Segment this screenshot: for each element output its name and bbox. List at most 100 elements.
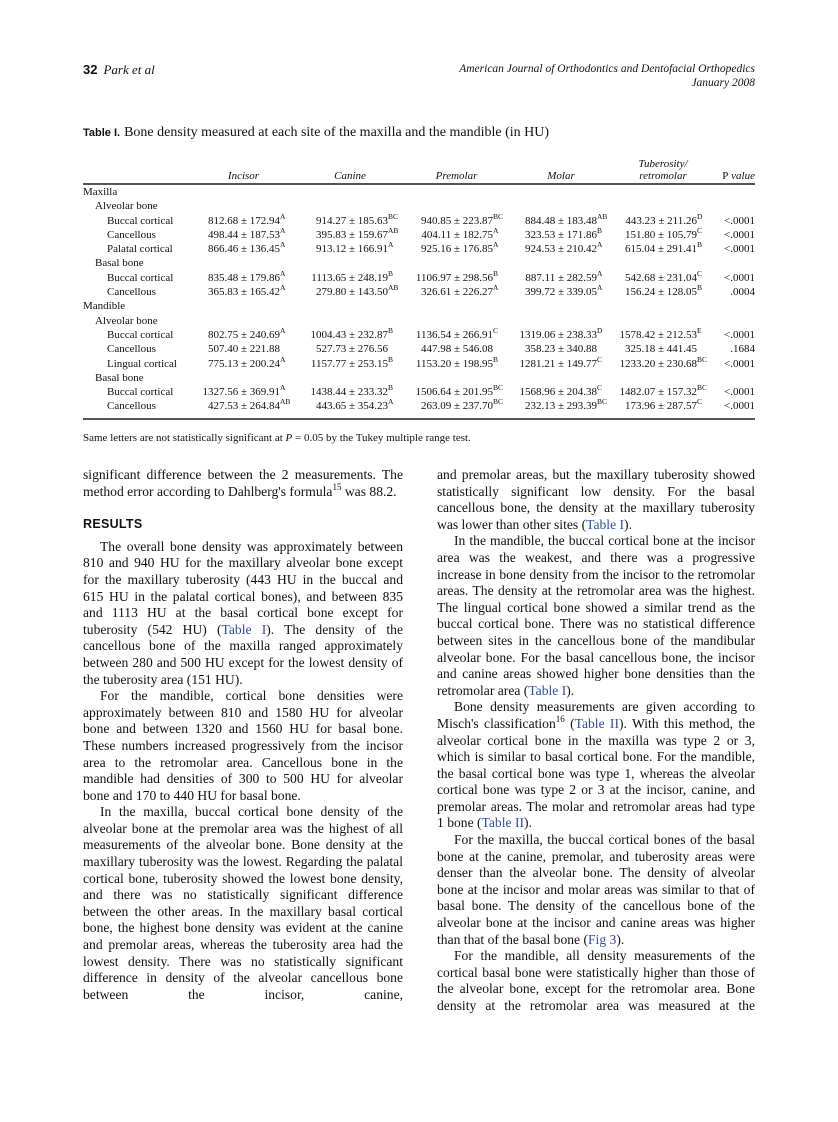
cell-value: 866.46 ± 136.45: [207, 243, 280, 256]
table-cell: [404, 184, 509, 199]
table-cell: 884.48 ± 183.48AB: [524, 211, 608, 227]
cell-value: 323.53 ± 171.86: [524, 228, 597, 241]
cross-reference-link[interactable]: Table I: [586, 516, 625, 532]
table-cell: 914.27 ± 185.63BC: [315, 211, 399, 227]
cell-value: 1153.20 ± 198.95: [415, 357, 493, 370]
table-cell: 1136.54 ± 266.91C: [415, 325, 499, 341]
row-label: Lingual cortical: [107, 357, 177, 370]
cell-value: 399.72 ± 339.05: [524, 286, 597, 299]
table-cell: 1113.65 ± 248.19B: [311, 268, 394, 284]
table-row: Lingual cortical 775.13 ± 200.24A 1157.77 …: [83, 354, 755, 371]
p-value: <.0001: [724, 357, 755, 370]
table-row: Basal bone: [83, 371, 755, 385]
footnote-text: = 0.05 by the Tukey multiple range test.: [292, 432, 471, 444]
cross-reference-link[interactable]: Fig 3: [588, 931, 617, 947]
row-label: Basal bone: [95, 371, 144, 384]
p-value: .0004: [730, 286, 755, 299]
footnote-p: P: [285, 432, 293, 444]
cell-value: 263.09 ± 237.70: [420, 400, 493, 413]
row-label: Palatal cortical: [107, 243, 173, 256]
row-label: Buccal cortical: [107, 271, 174, 284]
table-row: Cancellous 507.40 ± 221.88 527.73 ± 276.56…: [83, 342, 755, 356]
row-label: Maxilla: [83, 186, 118, 198]
cell-value: 802.75 ± 240.69: [207, 328, 280, 341]
paragraph: significant difference between the 2 mea…: [83, 467, 403, 499]
row-label: Mandible: [83, 300, 126, 313]
table-row: Cancellous 427.53 ± 264.84AB 443.65 ± 354.…: [83, 398, 755, 420]
column-header: Incisor: [191, 150, 296, 185]
p-value: <.0001: [724, 328, 755, 341]
table-cell: 443.23 ± 211.26D: [625, 211, 703, 227]
table-cell: 925.16 ± 176.85A: [420, 240, 499, 256]
p-value: <.0001: [724, 243, 755, 256]
reference-number: 16: [555, 713, 565, 724]
cell-value: 443.65 ± 354.23: [315, 400, 388, 413]
page-number: 32: [83, 62, 98, 77]
table-title: Bone density measured at each site of th…: [124, 125, 550, 140]
journal-name: American Journal of Orthodontics and Den…: [459, 63, 755, 75]
paragraph: For the mandible, cortical bone densitie…: [83, 688, 403, 803]
p-value: [713, 371, 755, 385]
cell-value: 507.40 ± 221.88: [207, 343, 280, 356]
cell-value: 913.12 ± 166.91: [315, 243, 388, 256]
table-cell: 1233.20 ± 230.68BC: [619, 354, 708, 370]
cross-reference-link[interactable]: Table II: [481, 815, 524, 831]
table-cell: 1578.42 ± 212.53E: [619, 325, 702, 341]
table-cell: 887.11 ± 282.59A: [525, 268, 603, 284]
header-line: retromolar: [639, 170, 687, 182]
paragraph: In the maxilla, buccal cortical bone den…: [83, 804, 403, 1002]
p-value: <.0001: [724, 228, 755, 241]
column-header: Molar: [509, 150, 613, 185]
table-cell: 404.11 ± 182.75A: [421, 225, 499, 241]
bone-density-table: Incisor Canine Premolar Molar Tuberosity/ret…: [83, 150, 755, 420]
table-caption: Table I. Bone density measured at each si…: [83, 125, 549, 141]
table-row: Buccal cortical 1327.56 ± 369.91A 1438.44 …: [83, 383, 755, 399]
section-heading: RESULTS: [83, 517, 143, 532]
table-row: Alveolar bone: [83, 199, 755, 213]
p-value: <.0001: [724, 214, 755, 227]
table-cell: 325.18 ± 441.45: [613, 342, 713, 356]
paragraph: In the mandible, the buccal cortical bon…: [437, 533, 755, 698]
table-cell: 527.73 ± 276.56: [296, 342, 404, 356]
table-cell: 1106.97 ± 298.56B: [415, 268, 499, 284]
column-header: [83, 150, 191, 185]
cross-reference-link[interactable]: Table II: [574, 715, 619, 731]
table-cell: [613, 184, 713, 199]
cell-value: 1438.44 ± 233.32: [310, 386, 388, 399]
table-cell: 1281.21 ± 149.77C: [519, 354, 603, 370]
table-row: Basal bone: [83, 256, 755, 270]
table-cell: 615.04 ± 291.41B: [624, 240, 703, 256]
cell-value: 1136.54 ± 266.91: [415, 328, 493, 341]
row-label: Alveolar bone: [95, 314, 158, 327]
table-header-row: Incisor Canine Premolar Molar Tuberosity/ret…: [83, 150, 755, 185]
cell-value: 812.68 ± 172.94: [207, 214, 280, 227]
cell-value: 775.13 ± 200.24: [207, 357, 280, 370]
cross-reference-link[interactable]: Table I: [221, 621, 267, 637]
table-cell: 802.75 ± 240.69A: [207, 325, 286, 341]
paragraph: Bone density measurements are given acco…: [437, 699, 755, 831]
table-cell: 1157.77 ± 253.15B: [310, 354, 394, 370]
cell-value: 1106.97 ± 298.56: [415, 271, 493, 284]
cell-value: 914.27 ± 185.63: [315, 214, 388, 227]
cross-reference-link[interactable]: Table I: [528, 682, 567, 698]
cell-value: 365.83 ± 165.42: [207, 286, 280, 299]
row-label: Alveolar bone: [95, 200, 158, 213]
table-cell: 365.83 ± 165.42A: [207, 283, 286, 299]
table-cell: 1506.64 ± 201.95BC: [415, 383, 504, 399]
table-cell: 1004.43 ± 232.87B: [310, 325, 394, 341]
row-label: Cancellous: [107, 228, 156, 241]
column-header: Premolar: [404, 150, 509, 185]
running-header-left: 32 Park et al: [83, 62, 155, 78]
table-cell: 1153.20 ± 198.95B: [415, 354, 499, 370]
p-label: P: [722, 170, 729, 182]
cell-value: 1482.07 ± 157.32: [619, 386, 697, 399]
table-cell: 913.12 ± 166.91A: [315, 240, 394, 256]
table-row: Alveolar bone: [83, 314, 755, 328]
table-cell: [509, 299, 613, 313]
cell-value: 232.13 ± 293.39: [524, 400, 597, 413]
cell-value: 498.44 ± 187.53: [207, 228, 280, 241]
table-cell: 156.24 ± 128.05B: [624, 283, 703, 299]
table-row: Palatal cortical 866.46 ± 136.45A 913.12 ±…: [83, 240, 755, 256]
table-cell: 279.80 ± 143.50AB: [315, 283, 399, 299]
p-value: [713, 184, 755, 199]
